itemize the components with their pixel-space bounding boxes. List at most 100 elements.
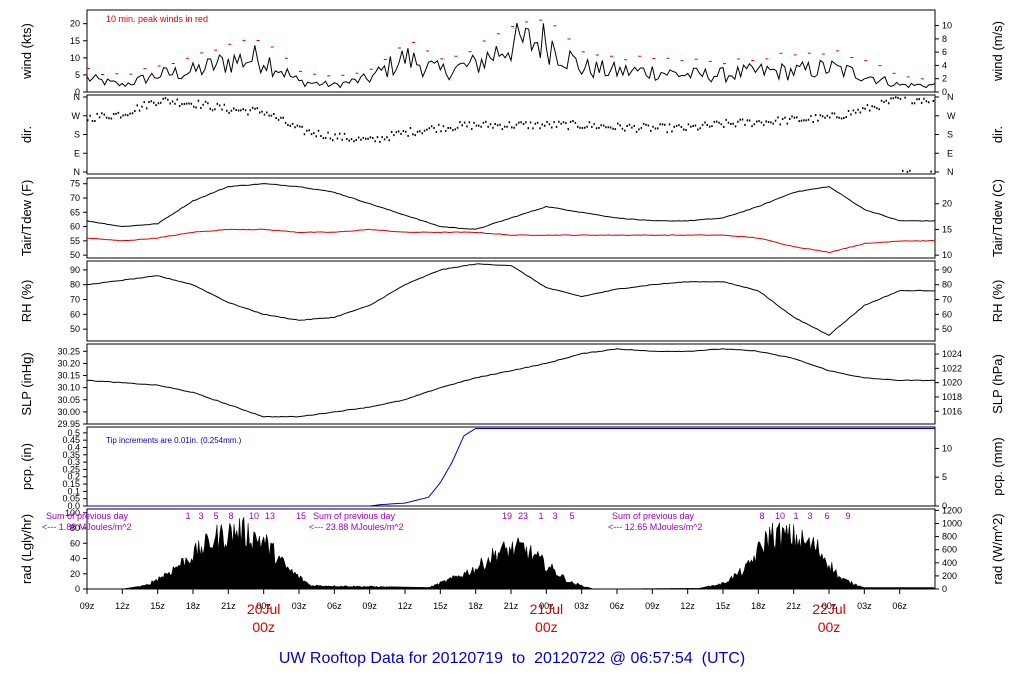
temperature-rtick-label: 20 [942, 199, 952, 209]
wind-speed-line [86, 22, 936, 89]
panel-rad: rad (Lgly/hr) rad (W/m^2)0204060801000200… [19, 505, 1005, 594]
rad-hour-label: 5 [569, 511, 574, 521]
pcp-tick-label: 0.3 [67, 457, 80, 467]
pcp-rtick-label: 5 [942, 472, 947, 482]
wind-ylabel-right: wind (m/s) [990, 21, 1005, 82]
dir-ylabel-right: dir. [990, 126, 1005, 143]
rad-daily-sum-value: <--- 1.88 MJoules/m^2 [42, 522, 132, 532]
temperature-line [86, 183, 936, 230]
rh-line [87, 263, 935, 337]
rad-tick-label: 0 [75, 584, 80, 594]
rad-rtick-label: 0 [942, 584, 947, 594]
footer-end-date: 20120722 [534, 650, 606, 667]
x-tick-label: 21z [504, 601, 519, 611]
pcp-rtick-label: 10 [942, 443, 952, 453]
slp-rtick-label: 1024 [942, 349, 962, 359]
slp-ylabel: SLP (inHg) [19, 352, 34, 415]
rad-tick-label: 100 [65, 508, 80, 518]
pcp-tick-label: 0.15 [62, 479, 80, 489]
x-tick-label: 18z [186, 601, 201, 611]
rh-rtick-label: 50 [942, 324, 952, 334]
day-label-time: 00z [818, 619, 841, 635]
rad-rtick-label: 1200 [942, 505, 962, 515]
panel-temperature: Tair/Tdew (F) Tair/Tdew (C) 50 55 60 65 70 75 10… [19, 177, 1005, 260]
pcp-ylabel-right: pcp. (mm) [990, 437, 1005, 496]
rad-hour-label: 5 [213, 511, 218, 521]
footer-tz: (UTC) [701, 650, 746, 667]
temperature-ylabel-right: Tair/Tdew (C) [990, 179, 1005, 257]
rh-ylabel-right: RH (%) [990, 280, 1005, 323]
rad-daily-sum-title: Sum of previous day [313, 511, 396, 521]
x-tick-label: 00z [822, 601, 837, 611]
rad-hour-label: 1 [793, 511, 798, 521]
rad-hour-label: 23 [518, 511, 528, 521]
dir-tick-label: W [72, 111, 81, 121]
pcp-tick-label: 0.4 [67, 442, 80, 452]
x-tick-label: 06z [892, 601, 907, 611]
pcp-tick-label: 0.05 [62, 494, 80, 504]
panel-wind: wind (kts) wind (m/s) 0 5 10 15 20 0 2 4 6 8 10 10 mi… [19, 9, 1005, 97]
pcp-frame [86, 426, 936, 507]
day-label-time: 00z [252, 619, 275, 635]
slp-rtick-label: 1022 [942, 363, 962, 373]
x-tick-label: 12z [115, 601, 130, 611]
slp-line [86, 348, 936, 418]
wind-rtick-label: 10 [942, 21, 952, 31]
x-tick-label: 21z [221, 601, 236, 611]
x-tick-label: 06z [327, 601, 342, 611]
x-tick-label: 03z [574, 601, 589, 611]
pcp-tick-label: 0.45 [62, 435, 80, 445]
dir-tick-label-right: N [947, 92, 954, 102]
rh-rtick-label: 90 [942, 265, 952, 275]
wind-tick-label: 10 [70, 53, 80, 63]
x-tick-label: 00z [256, 601, 271, 611]
rad-tick-label: 40 [70, 554, 80, 564]
wind-rtick-label: 2 [942, 74, 947, 84]
slp-tick-label: 30.00 [57, 407, 80, 417]
slp-rtick-label: 1020 [942, 378, 962, 388]
pcp-tick-label: 0.1 [67, 486, 80, 496]
dir-tick-label: S [74, 130, 80, 140]
pcp-tick-label: 0.5 [67, 428, 80, 438]
slp-tick-label: 30.10 [57, 383, 80, 393]
rad-rtick-label: 600 [942, 545, 957, 555]
rad-hour-label: 3 [807, 511, 812, 521]
rad-rtick-label: 800 [942, 532, 957, 542]
slp-tick-label: 30.20 [57, 358, 80, 368]
slp-ylabel-right: SLP (hPa) [990, 354, 1005, 414]
footer-start-date: 20120719 [431, 650, 503, 667]
rh-tick-label: 60 [70, 309, 80, 319]
slp-tick-label: 30.15 [57, 371, 80, 381]
temperature-tick-label: 75 [70, 179, 80, 189]
rad-ylabel-right: rad (W/m^2) [990, 513, 1005, 584]
x-tick-label: 18z [751, 601, 766, 611]
footer-time: 06:57:54 [630, 650, 693, 667]
panel-dir: dir. dir.N NE ES SW WN N [19, 92, 1005, 177]
wind-peak-marks [87, 19, 924, 80]
temperature-ylabel: Tair/Tdew (F) [19, 180, 34, 257]
wind-tick-label: 15 [70, 36, 80, 46]
rad-ylabel: rad (Lgly/hr) [19, 514, 34, 584]
rad-hour-label: 6 [824, 511, 829, 521]
wind-tick-label: 5 [75, 70, 80, 80]
x-tick-label: 06z [610, 601, 625, 611]
pcp-tick-label: 0.35 [62, 450, 80, 460]
pcp-ylabel: pcp. (in) [19, 443, 34, 490]
slp-tick-label: 30.05 [57, 395, 80, 405]
rad-hour-label: 15 [296, 511, 306, 521]
rad-hour-label: 8 [228, 511, 233, 521]
rad-hour-label: 13 [265, 511, 275, 521]
rh-frame [86, 260, 936, 342]
panel-pcp: pcp. (in) pcp. (mm)0.00.050.10.150.20.250… [19, 426, 1005, 511]
dir-tick-label-right: N [947, 167, 954, 177]
panel-rh: RH (%) RH (%) 50 60 70 80 90 50 60 70 80 90 [19, 260, 1005, 342]
rad-hour-label: 10 [249, 511, 259, 521]
temperature-frame [86, 177, 936, 259]
rh-rtick-label: 80 [942, 280, 952, 290]
temperature-tick-label: 60 [70, 222, 80, 232]
precip-accum-line [87, 428, 935, 507]
temperature-rtick-label: 15 [942, 224, 952, 234]
x-axis: 09z 12z 15z 18z 21z 00z 03z 06z 09z 12z 15z 18z 21z 0… [80, 589, 907, 635]
day-label-date: 21Jul [530, 601, 563, 617]
